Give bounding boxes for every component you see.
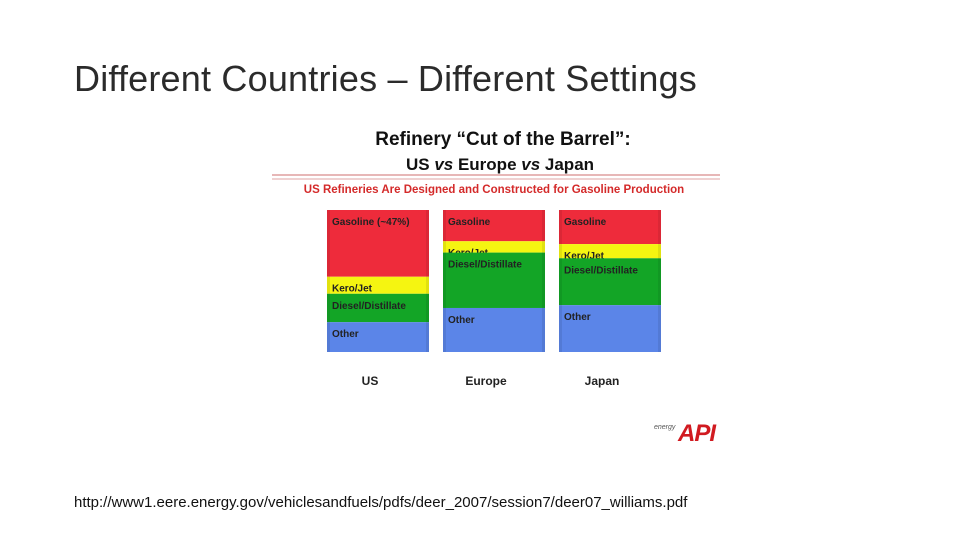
segment-label-gasoline-japan: Gasoline [564, 217, 607, 228]
chart-title-line2: US vs Europe vs Japan [406, 155, 594, 174]
barrel-edge-right [426, 210, 429, 352]
bar-segment-kerojet-us [327, 276, 429, 294]
bar-segment-diesel-europe [443, 252, 545, 308]
chart-bars: Gasoline (~47%) Kero/Jet Diesel/Distillate… [327, 210, 661, 388]
bar-segment-diesel-japan [559, 258, 661, 306]
bar-segment-kerojet-japan [559, 244, 661, 259]
chart-subtitle: US Refineries Are Designed and Construct… [304, 184, 684, 196]
bar-segment-gasoline-europe [443, 210, 545, 242]
bar-segment-kerojet-europe [443, 241, 545, 253]
segment-label-gasoline-us: Gasoline (~47%) [332, 217, 410, 228]
segment-label-other-us: Other [332, 329, 359, 340]
bar-segment-other-europe [443, 307, 545, 352]
segment-label-kerojet-japan: Kero/Jet [564, 251, 605, 262]
segment-label-diesel-japan: Diesel/Distillate [564, 265, 638, 276]
bar-segment-gasoline-us [327, 210, 429, 277]
logo-small-text: energy [654, 424, 676, 431]
barrel-edge-right [658, 210, 661, 352]
segment-label-diesel-europe: Diesel/Distillate [448, 260, 522, 271]
bar-segment-other-japan [559, 305, 661, 352]
barrel-edge-left [443, 210, 446, 352]
barrel-edge-left [559, 210, 562, 352]
api-logo: energy API [654, 420, 718, 447]
segment-label-other-japan: Other [564, 312, 591, 323]
barrel-edge-left [327, 210, 330, 352]
barrel-edge-right [542, 210, 545, 352]
category-label-us: US [362, 374, 379, 388]
category-label-europe: Europe [465, 374, 507, 388]
category-label-japan: Japan [585, 374, 620, 388]
bar-segment-other-us [327, 322, 429, 352]
slide-title: Different Countries – Different Settings [74, 58, 697, 99]
segment-label-kerojet-us: Kero/Jet [332, 284, 373, 295]
chart-title-line1: Refinery “Cut of the Barrel”: [375, 129, 630, 150]
segment-label-diesel-us: Diesel/Distillate [332, 301, 406, 312]
bar-segment-gasoline-japan [559, 210, 661, 245]
logo-main-text: API [677, 420, 717, 447]
segment-label-gasoline-europe: Gasoline [448, 217, 491, 228]
bar-segment-diesel-us [327, 293, 429, 323]
source-url: http://www1.eere.energy.gov/vehiclesandf… [74, 494, 688, 511]
segment-label-other-europe: Other [448, 315, 475, 326]
